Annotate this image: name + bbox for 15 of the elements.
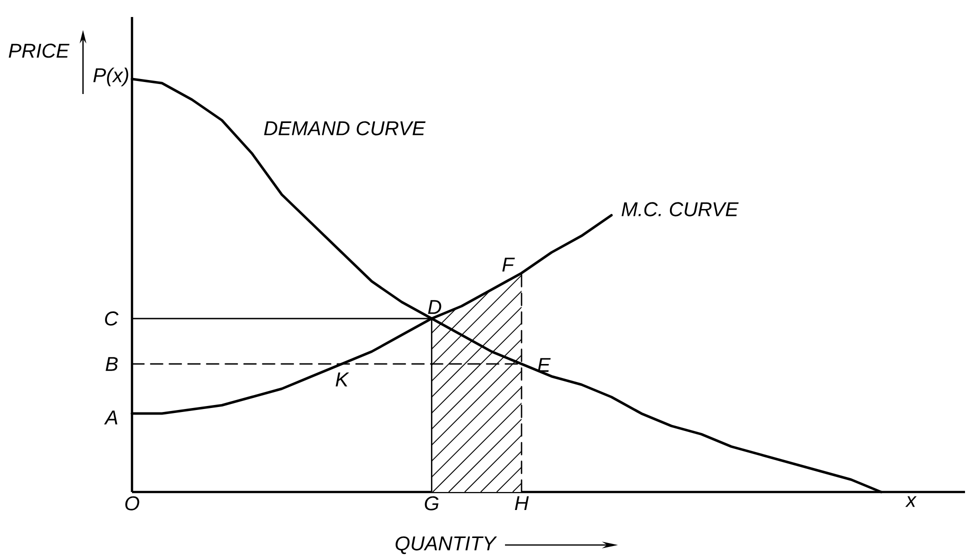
annotation: K: [336, 372, 350, 386]
x-tick-label: G: [424, 496, 439, 510]
annotation: F: [502, 258, 515, 272]
x-tick-label: O: [125, 496, 140, 510]
x-tick-label: H: [514, 496, 529, 510]
annotation: B: [106, 357, 118, 371]
annotation: A: [104, 410, 118, 424]
x-axis-title: QUANTITY: [396, 536, 497, 554]
annotation: D: [428, 300, 442, 314]
y-axis-title: PRICE: [8, 44, 70, 58]
annotation: C: [105, 311, 119, 326]
annotation: P(x): [93, 68, 128, 86]
series-label: DEMAND CURVE: [264, 121, 426, 136]
x-tick-label: x: [905, 496, 917, 507]
series-label: M.C. CURVE: [622, 202, 739, 216]
